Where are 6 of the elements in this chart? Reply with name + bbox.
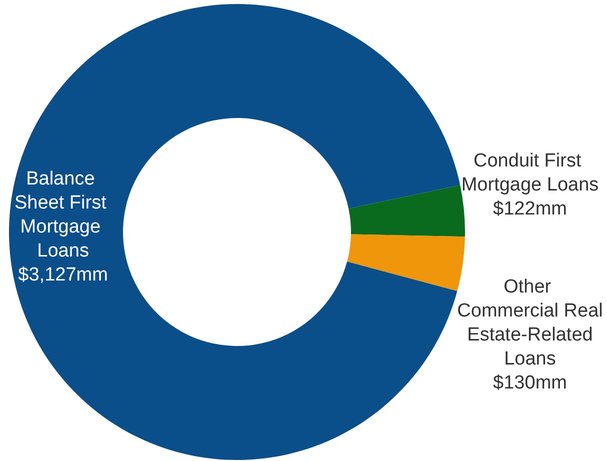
data-label: $122mm — [493, 198, 567, 220]
slice-label: Other Commercial Real Estate-Related Loans — [457, 276, 603, 370]
slice-label: Conduit First Mortgage Loans — [461, 150, 599, 196]
slice-label: Balance Sheet First Mortgage Loans — [14, 168, 112, 262]
data-label: $3,127mm — [18, 264, 108, 286]
data-label: $130mm — [493, 372, 567, 394]
